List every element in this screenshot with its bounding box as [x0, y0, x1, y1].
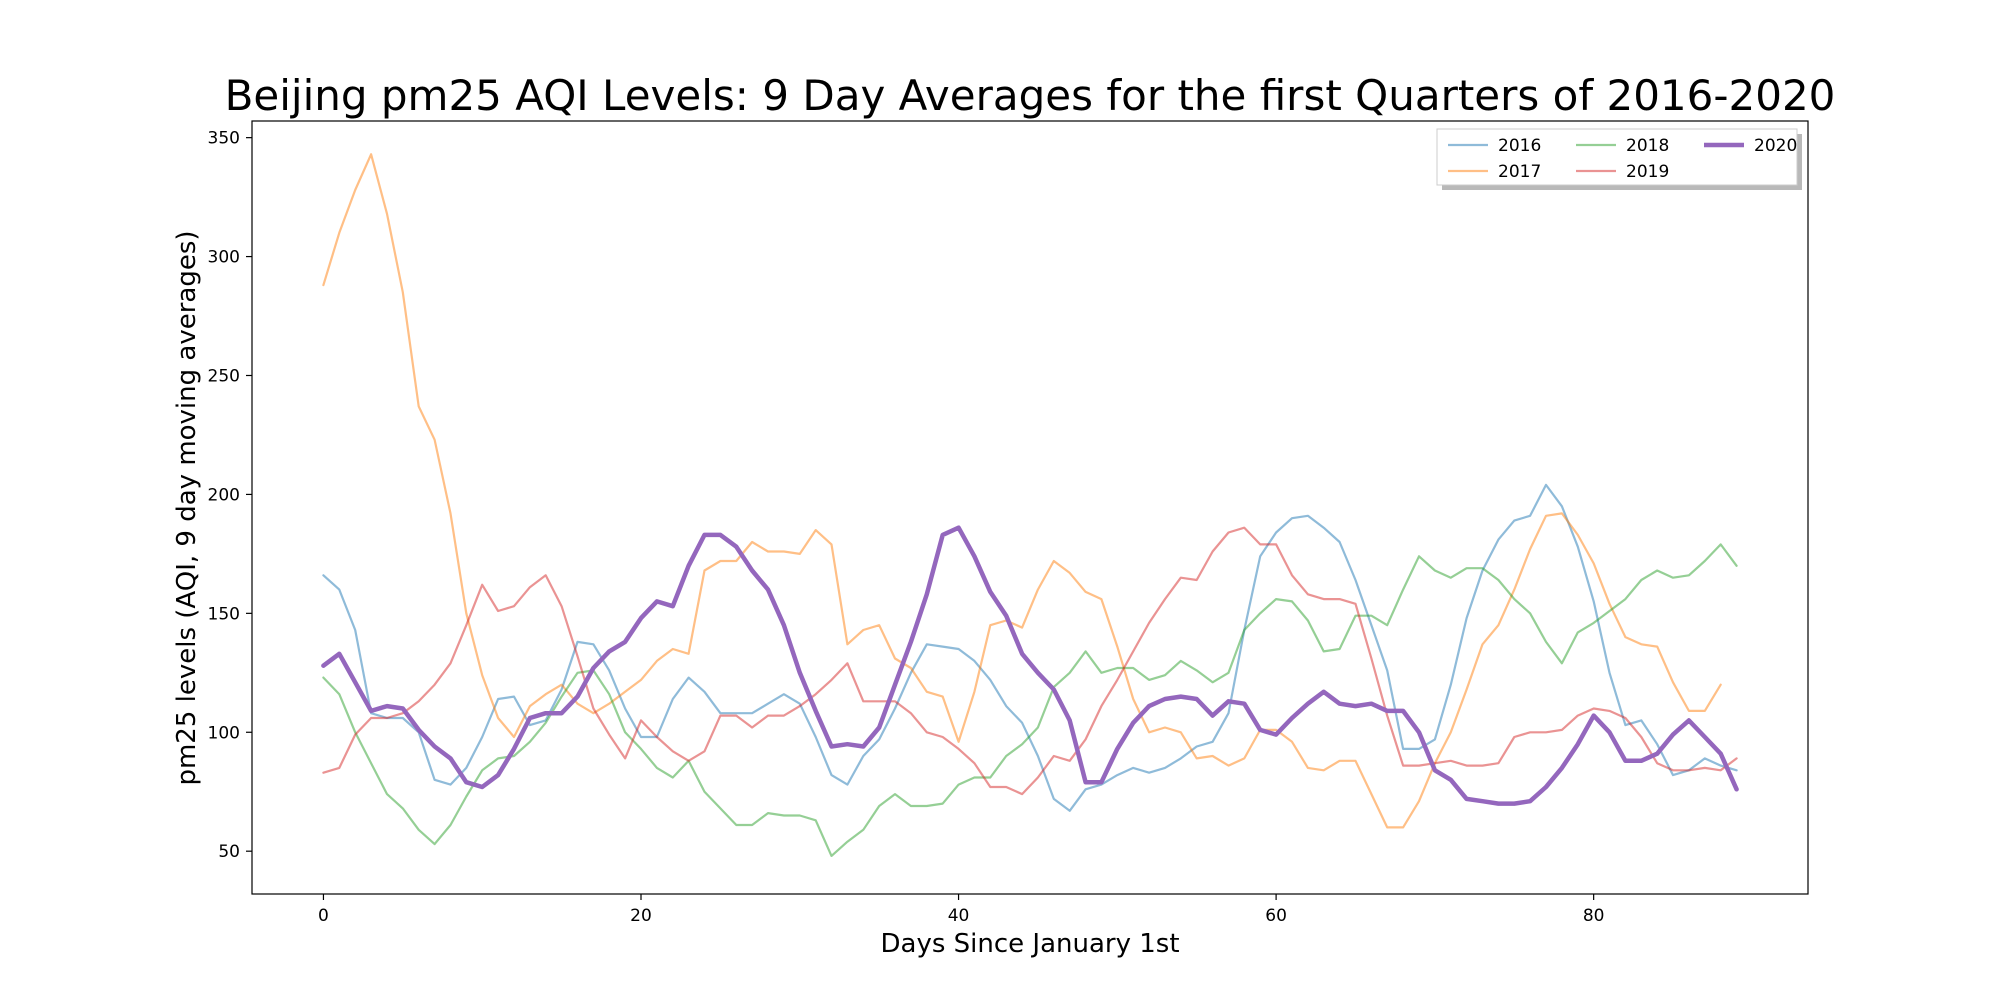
series-layer [321, 153, 1739, 858]
legend-box [1436, 128, 1798, 186]
legend-label-2018: 2018 [1626, 136, 1669, 156]
legend-label-2019: 2019 [1626, 162, 1669, 182]
x-tick-label: 60 [1265, 906, 1287, 926]
x-axis: 0 20 40 60 80 [318, 894, 1604, 926]
series-line-2017 [322, 153, 1722, 829]
x-tick-label: 80 [1583, 906, 1605, 926]
y-tick-label: 50 [218, 842, 240, 862]
legend: 2016 2017 2018 2019 2020 [1436, 128, 1802, 190]
series-line-2016 [322, 483, 1738, 812]
legend-label-2020: 2020 [1754, 136, 1797, 156]
legend-label-2016: 2016 [1498, 136, 1541, 156]
y-axis: 50 100 150 200 250 300 350 [208, 129, 252, 862]
series-line-2020 [321, 525, 1739, 806]
series-line-2018 [322, 543, 1738, 858]
x-tick-label: 0 [318, 906, 329, 926]
x-tick-label: 20 [630, 906, 652, 926]
x-axis-label: Days Since January 1st [880, 929, 1179, 959]
series-line-2019 [322, 526, 1738, 796]
y-tick-label: 200 [208, 485, 240, 505]
x-tick-label: 40 [948, 906, 970, 926]
y-tick-label: 100 [208, 723, 240, 743]
y-axis-label: pm25 levels (AQI, 9 day moving averages) [172, 230, 202, 785]
y-tick-label: 250 [208, 366, 240, 386]
y-tick-label: 150 [208, 604, 240, 624]
chart-title: Beijing pm25 AQI Levels: 9 Day Averages … [225, 71, 1836, 120]
y-tick-label: 300 [208, 248, 240, 268]
legend-entries: 2016 2017 2018 2019 2020 [1448, 136, 1797, 182]
y-tick-label: 350 [208, 129, 240, 149]
legend-label-2017: 2017 [1498, 162, 1541, 182]
plot-area-frame [251, 120, 1809, 895]
